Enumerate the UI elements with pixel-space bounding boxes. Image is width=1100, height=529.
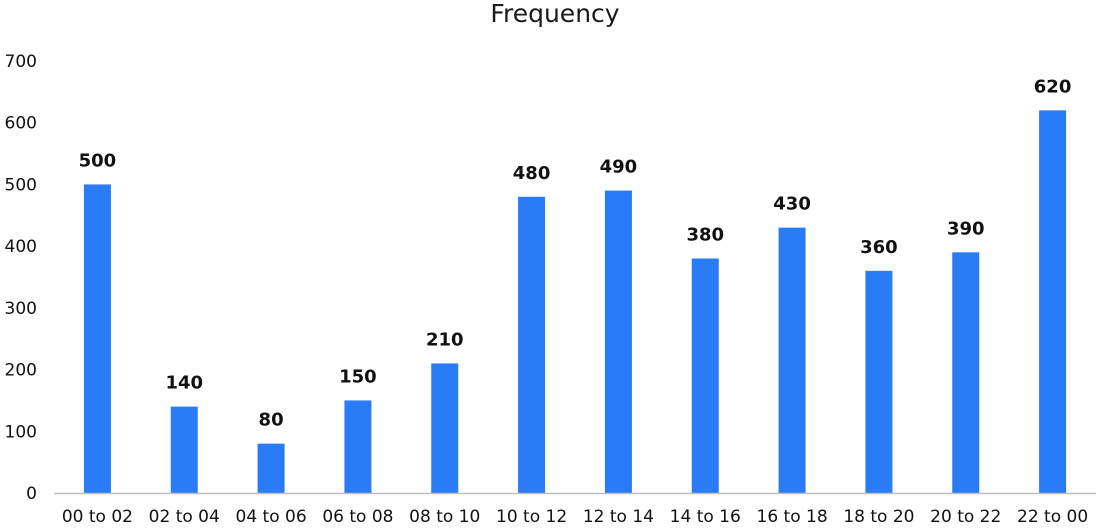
y-tick-label-200: 200: [5, 361, 37, 381]
value-labels-group: 500 140 80 150 210 480 490 380 430 360 390 620: [79, 76, 1072, 430]
value-label-22-to-00: 620: [1034, 76, 1072, 97]
category-label-04-to-06: 04 to 06: [236, 507, 307, 527]
category-label-12-to-14: 12 to 14: [583, 507, 654, 527]
value-label-06-to-08: 150: [339, 366, 377, 387]
value-label-10-to-12: 480: [513, 163, 551, 184]
category-label-16-to-18: 16 to 18: [757, 507, 828, 527]
bar-14-to-16: [691, 258, 719, 493]
bar-04-to-06: [257, 443, 285, 493]
category-label-10-to-12: 10 to 12: [496, 507, 567, 527]
value-label-12-to-14: 490: [600, 157, 638, 178]
value-label-20-to-22: 390: [947, 218, 985, 239]
value-label-02-to-04: 140: [165, 373, 203, 394]
bar-00-to-02: [83, 184, 111, 493]
bar-12-to-14: [604, 190, 632, 493]
y-tick-label-100: 100: [5, 422, 37, 442]
category-label-14-to-16: 14 to 16: [670, 507, 741, 527]
bar-22-to-00: [1039, 110, 1067, 493]
y-tick-label-500: 500: [5, 175, 37, 195]
y-tick-label-700: 700: [5, 52, 37, 72]
value-label-00-to-02: 500: [79, 150, 117, 171]
chart-title: Frequency: [490, 0, 619, 28]
bar-06-to-08: [344, 400, 372, 493]
value-label-04-to-06: 80: [259, 410, 284, 431]
category-label-06-to-08: 06 to 08: [322, 507, 393, 527]
bar-02-to-04: [170, 406, 198, 493]
y-axis-ticks: 0 100 200 300 400 500 600 700: [5, 52, 37, 504]
category-label-08-to-10: 08 to 10: [409, 507, 480, 527]
value-label-08-to-10: 210: [426, 329, 464, 350]
bar-08-to-10: [431, 363, 459, 493]
bars-group: [83, 110, 1067, 493]
x-axis-category-labels: 00 to 02 02 to 04 04 to 06 06 to 08 08 to 10…: [62, 507, 1088, 527]
y-tick-label-400: 400: [5, 237, 37, 257]
category-label-02-to-04: 02 to 04: [149, 507, 220, 527]
category-label-22-to-00: 22 to 00: [1017, 507, 1088, 527]
bar-10-to-12: [518, 196, 546, 493]
category-label-20-to-22: 20 to 22: [930, 507, 1001, 527]
y-tick-label-600: 600: [5, 114, 37, 134]
y-tick-label-300: 300: [5, 299, 37, 319]
y-tick-label-0: 0: [26, 484, 37, 504]
bar-20-to-22: [952, 252, 980, 493]
category-label-00-to-02: 00 to 02: [62, 507, 133, 527]
bar-18-to-20: [865, 270, 893, 493]
value-label-16-to-18: 430: [773, 194, 811, 215]
category-label-18-to-20: 18 to 20: [843, 507, 914, 527]
value-label-18-to-20: 360: [860, 237, 898, 258]
value-label-14-to-16: 380: [686, 224, 724, 245]
bar-16-to-18: [778, 227, 806, 493]
